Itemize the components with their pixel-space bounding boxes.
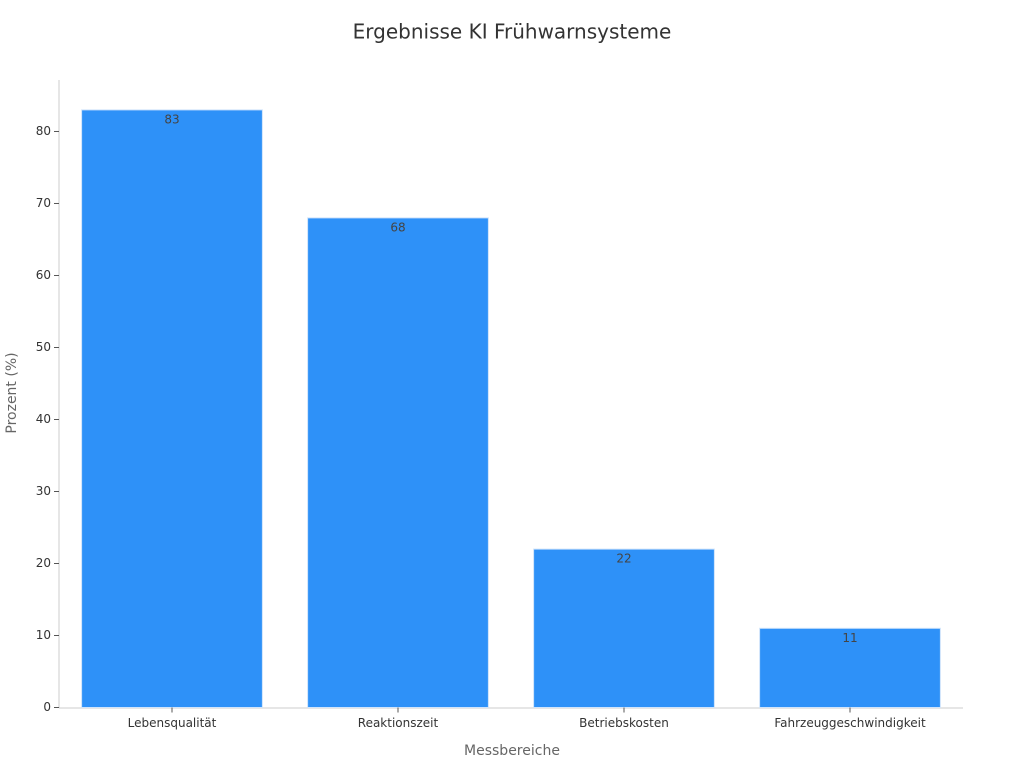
y-tick-label: 30 — [36, 484, 51, 498]
chart-title: Ergebnisse KI Frühwarnsysteme — [353, 20, 672, 44]
data-label: 68 — [390, 220, 405, 234]
x-tick-label: Lebensqualität — [128, 716, 217, 730]
x-tick-label: Betriebskosten — [579, 716, 669, 730]
x-axis-label: Messbereiche — [464, 743, 560, 759]
bar — [307, 217, 489, 708]
y-tick-label: 70 — [36, 196, 51, 210]
data-label: 11 — [842, 631, 857, 645]
y-tick-label: 50 — [36, 340, 51, 354]
y-tick-label: 60 — [36, 268, 51, 282]
y-tick-label: 80 — [36, 124, 51, 138]
y-axis-label: Prozent (%) — [4, 352, 20, 433]
y-tick-label: 10 — [36, 628, 51, 642]
y-tick-label: 40 — [36, 412, 51, 426]
x-tick-label: Reaktionszeit — [358, 716, 439, 730]
bar — [759, 627, 941, 709]
y-tick-label: 0 — [43, 700, 51, 714]
data-label: 22 — [616, 552, 631, 566]
x-tick-label: Fahrzeuggeschwindigkeit — [774, 716, 926, 730]
bar — [81, 109, 263, 708]
data-label: 83 — [164, 112, 179, 126]
bar — [533, 548, 715, 709]
y-tick-label: 20 — [36, 556, 51, 570]
